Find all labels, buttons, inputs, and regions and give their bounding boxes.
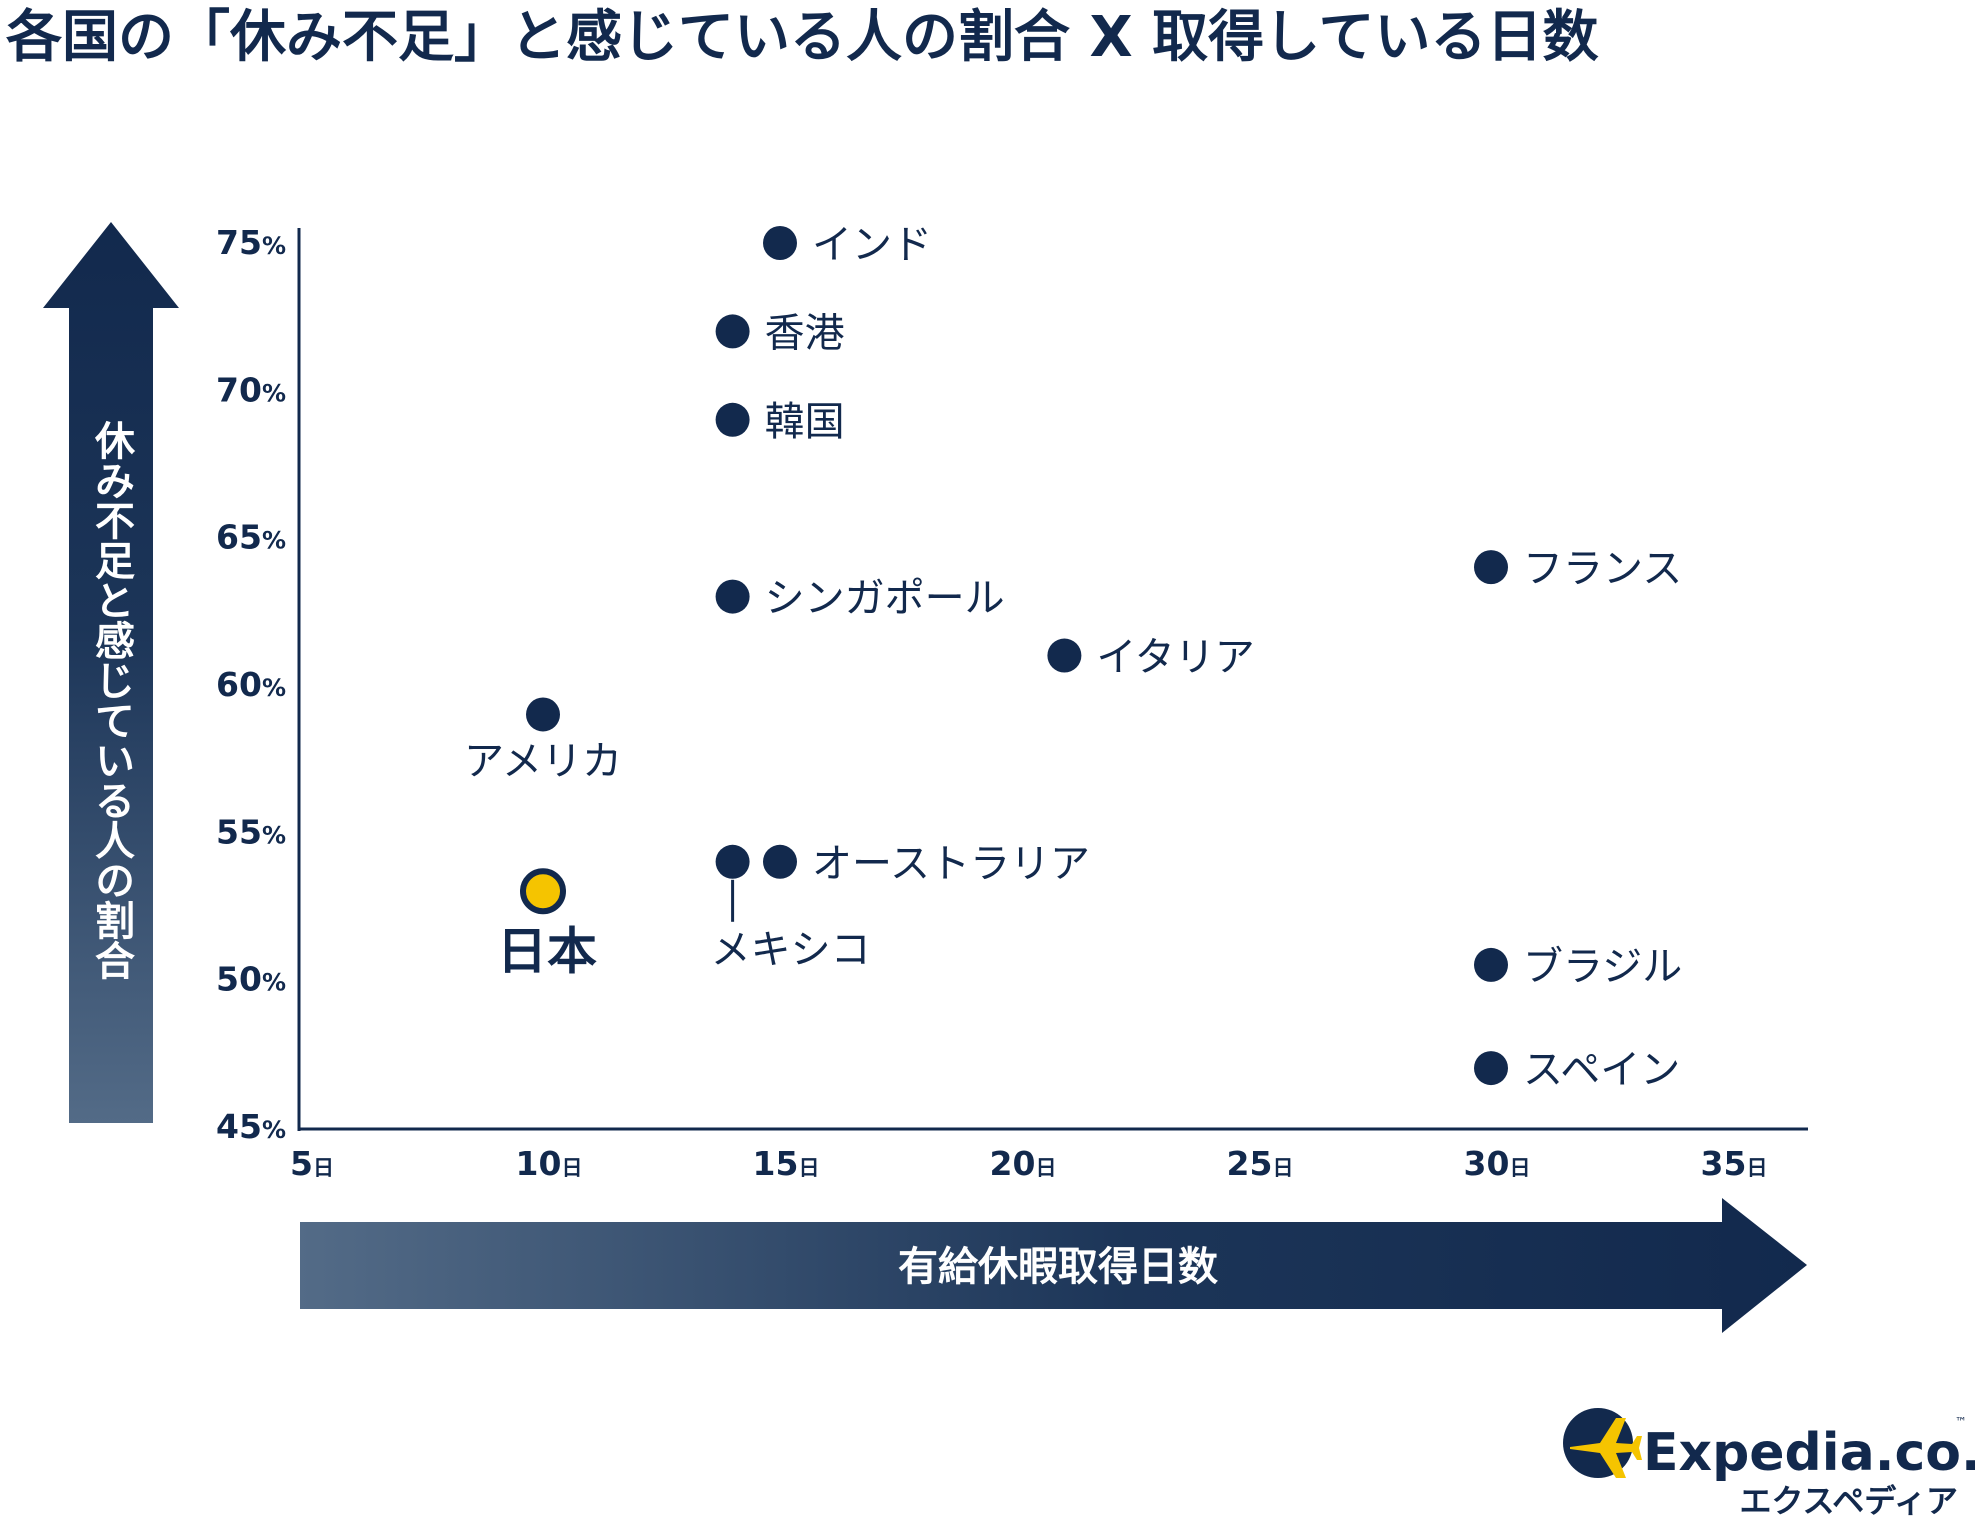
point-marker bbox=[763, 226, 797, 260]
point-label: オーストラリア bbox=[812, 841, 1090, 887]
x-tick-label: 35日 bbox=[1701, 1144, 1768, 1183]
chart-title: 各国の「休み不足」と感じている人の割合 X 取得している日数 bbox=[6, 5, 1599, 70]
point-label: 香港 bbox=[765, 310, 845, 356]
point-marker bbox=[526, 697, 560, 732]
data-point: メキシコ bbox=[711, 844, 871, 973]
logo-brand: Expedia.co.jp bbox=[1643, 1423, 1975, 1483]
point-marker bbox=[715, 314, 750, 349]
y-tick-label: 60% bbox=[216, 665, 286, 704]
data-point: アメリカ bbox=[464, 697, 622, 784]
point-marker bbox=[1047, 638, 1082, 673]
y-axis-arrow: 休み不足と感じている人の割合 bbox=[43, 222, 179, 1123]
point-marker bbox=[1474, 550, 1508, 585]
point-label: スペイン bbox=[1523, 1047, 1680, 1093]
point-marker bbox=[715, 402, 750, 437]
y-tick-label: 45% bbox=[216, 1107, 286, 1146]
point-label: シンガポール bbox=[765, 576, 1005, 622]
y-tick-label: 55% bbox=[216, 812, 286, 851]
point-label: 日本 bbox=[497, 922, 597, 980]
point-label: アメリカ bbox=[464, 738, 622, 784]
point-marker bbox=[763, 844, 797, 879]
data-point: フランス bbox=[1474, 546, 1682, 592]
data-point: ブラジル bbox=[1474, 944, 1682, 990]
point-marker bbox=[715, 579, 750, 614]
x-tick-labels: 5日 10日 15日 20日 25日 30日 35日 bbox=[290, 1144, 1767, 1183]
data-point: 香港 bbox=[715, 310, 845, 356]
x-tick-label: 10日 bbox=[516, 1144, 583, 1183]
point-label: イタリア bbox=[1096, 635, 1254, 681]
x-tick-label: 5日 bbox=[290, 1144, 334, 1183]
y-axis-label: 休み不足と感じている人の割合 bbox=[88, 420, 136, 980]
x-tick-label: 15日 bbox=[753, 1144, 820, 1183]
y-tick-label: 70% bbox=[216, 370, 286, 409]
data-point: 韓国 bbox=[715, 399, 845, 445]
y-tick-label: 65% bbox=[216, 518, 286, 557]
logo-tm: ™ bbox=[1955, 1415, 1967, 1429]
x-tick-label: 30日 bbox=[1464, 1144, 1531, 1183]
x-tick-label: 25日 bbox=[1227, 1144, 1294, 1183]
point-marker bbox=[1474, 1051, 1508, 1086]
x-tick-label: 20日 bbox=[990, 1144, 1057, 1183]
expedia-logo: Expedia.co.jp ™ エクスペディア bbox=[1563, 1408, 1975, 1520]
point-marker bbox=[715, 844, 750, 879]
logo-katakana: エクスペディア bbox=[1739, 1482, 1958, 1520]
data-point: インド bbox=[763, 222, 932, 268]
point-label: メキシコ bbox=[711, 927, 871, 973]
data-point: オーストラリア bbox=[763, 841, 1090, 887]
highlight-marker bbox=[520, 868, 566, 915]
point-label: 韓国 bbox=[765, 399, 845, 445]
point-marker bbox=[1474, 947, 1508, 982]
data-point: スペイン bbox=[1474, 1047, 1680, 1093]
data-point: イタリア bbox=[1047, 635, 1255, 681]
plane-logo-icon bbox=[1563, 1408, 1642, 1478]
data-point: シンガポール bbox=[715, 576, 1005, 622]
y-tick-label: 75% bbox=[216, 223, 286, 262]
point-label: インド bbox=[812, 222, 932, 268]
data-point: 日本 bbox=[497, 868, 597, 980]
y-tick-labels: 45% 50% 55% 60% 65% 70% 75% bbox=[216, 223, 286, 1146]
x-axis-arrow: 有給休暇取得日数 bbox=[300, 1198, 1807, 1333]
point-label: ブラジル bbox=[1523, 944, 1682, 990]
y-tick-label: 50% bbox=[216, 960, 286, 999]
x-axis-label: 有給休暇取得日数 bbox=[898, 1244, 1218, 1290]
point-label: フランス bbox=[1523, 546, 1682, 592]
